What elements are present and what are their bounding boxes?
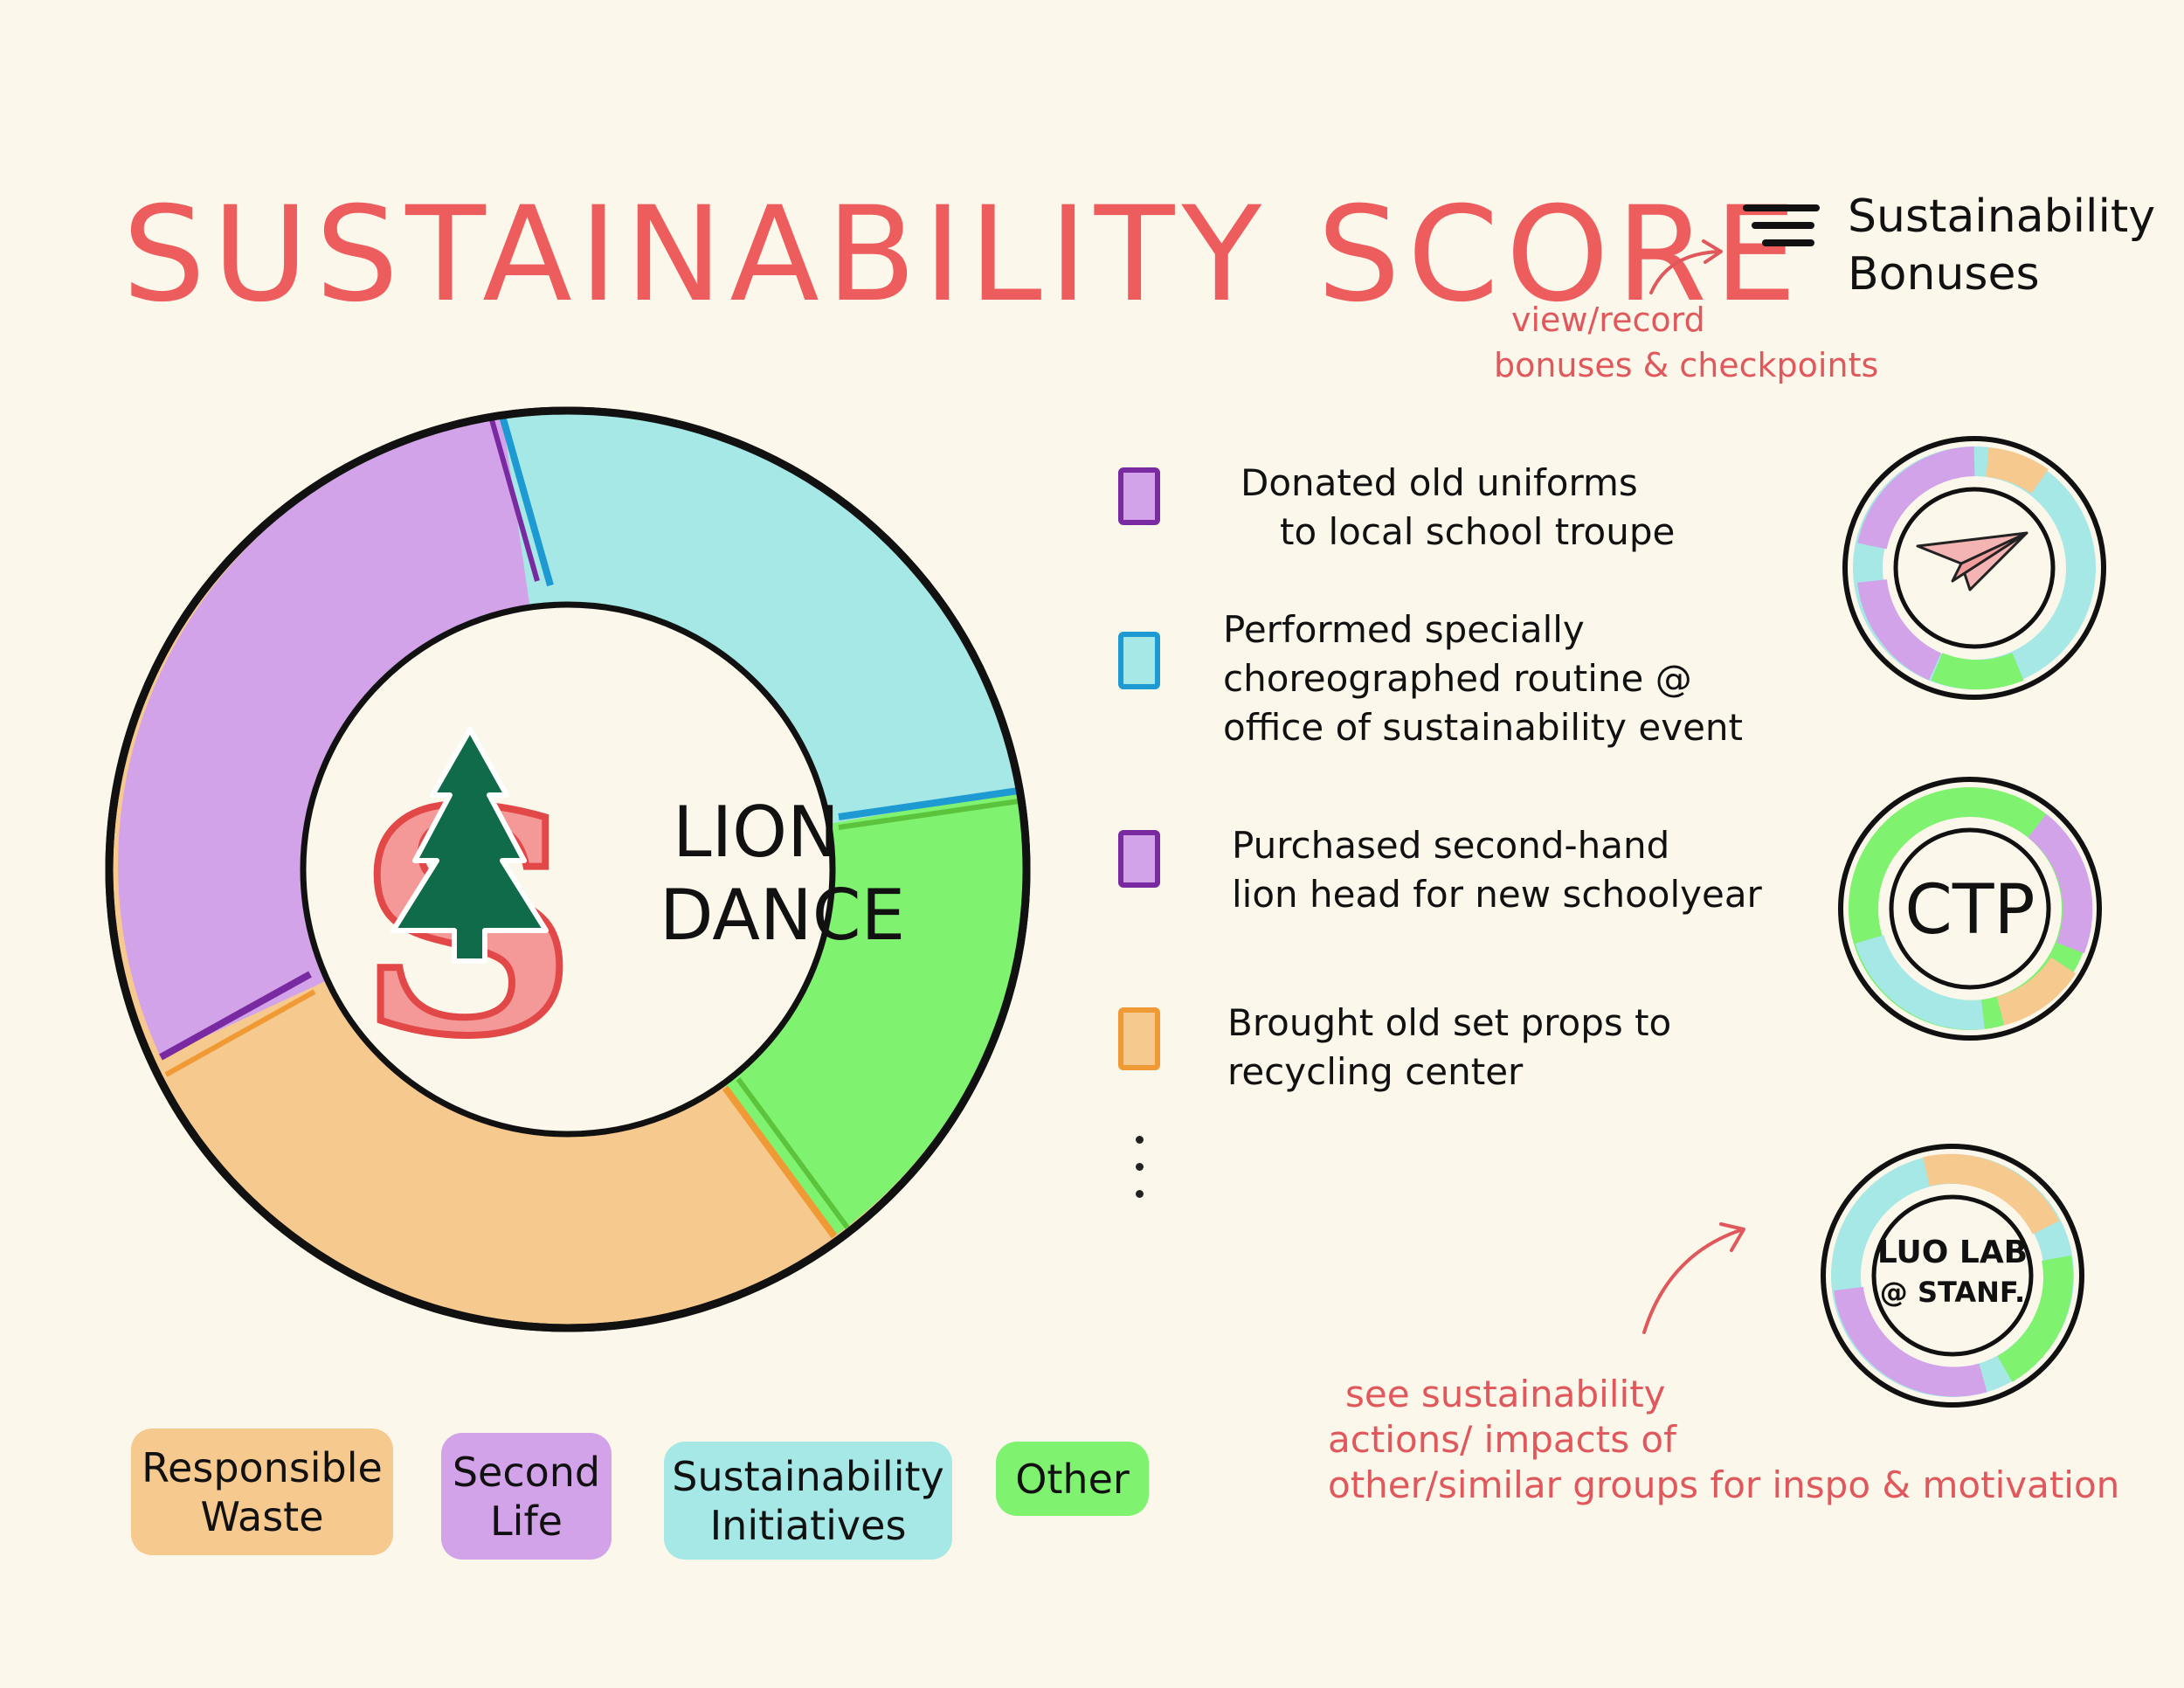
bonus-item[interactable]: Performed specially choreographed routin…: [1118, 605, 1782, 749]
groups-annotation: see sustainability actions/ impacts of o…: [1328, 1372, 2119, 1508]
stanford-logo-icon: S: [354, 727, 581, 1107]
donut-center: [300, 601, 836, 1138]
bonus-checkbox[interactable]: [1118, 467, 1160, 525]
group-paper-plane[interactable]: [1839, 432, 2110, 703]
legend-responsible-waste[interactable]: Responsible Waste: [131, 1429, 393, 1555]
bonus-checkbox[interactable]: [1118, 1007, 1160, 1070]
legend-label-line2: Life: [490, 1497, 563, 1545]
divider-line: [499, 414, 554, 587]
luo-lab-label-line1: LUO LAB: [1877, 1235, 2028, 1270]
page-title: SUSTAINABILITY SCORE: [122, 179, 1804, 331]
bonus-item[interactable]: Purchased second-hand lion head for new …: [1118, 821, 1782, 952]
legend-label-line1: Sustainability: [672, 1452, 944, 1500]
luo-lab-label-line2: @ STANF.: [1880, 1276, 2025, 1309]
legend-label-line2: Waste: [200, 1492, 324, 1540]
group-ctp[interactable]: CTP: [1835, 773, 2105, 1044]
bonus-checkbox[interactable]: [1118, 632, 1160, 689]
bonus-note-line1: view/record: [1511, 301, 1705, 339]
bonus-annotation: view/record bonuses & checkpoints: [1494, 297, 1878, 388]
divider-line: [488, 416, 540, 582]
annotation-arrow-icon: [1649, 239, 1723, 294]
groups-note-line2: actions/ impacts of: [1328, 1418, 1676, 1461]
bonus-item-line2: to local school troupe: [1280, 510, 1676, 553]
center-label-line2: DANCE: [660, 875, 905, 956]
bonus-item-line2: lion head for new schoolyear: [1232, 873, 1762, 916]
sustainability-bonuses-label[interactable]: Sustainability Bonuses: [1848, 188, 2155, 303]
bonus-item-line3: office of sustainability event: [1223, 706, 1743, 749]
ctp-label: CTP: [1904, 871, 2035, 950]
bonus-checkbox[interactable]: [1118, 830, 1160, 888]
bonus-item-line1: Donated old uniforms: [1241, 461, 1638, 504]
bonus-item-line1: Performed specially: [1223, 608, 1585, 651]
bonus-item[interactable]: Donated old uniforms to local school tro…: [1118, 459, 1782, 590]
bonus-item-line2: choreographed routine @: [1223, 657, 1692, 700]
sustainability-donut[interactable]: S LION DANCE: [96, 398, 1040, 1341]
center-label-line1: LION: [673, 792, 840, 873]
divider-line: [722, 1085, 838, 1239]
divider-line: [164, 989, 316, 1077]
groups-note-line3: other/similar groups for inspo & motivat…: [1328, 1463, 2120, 1506]
divider-line: [838, 799, 1019, 830]
bonuses-label-line1: Sustainability: [1848, 190, 2156, 243]
annotation-arrow-icon: [1642, 1222, 1745, 1334]
legend-label-line1: Responsible: [142, 1443, 383, 1491]
legend-label-line1: Other: [1015, 1455, 1130, 1503]
divider-line: [736, 1077, 850, 1229]
donut-outline: [105, 406, 1031, 1332]
bonus-item-line1: Purchased second-hand: [1232, 824, 1670, 867]
bonus-note-line2: bonuses & checkpoints: [1494, 346, 1879, 384]
group-luo-lab[interactable]: LUO LAB @ STANF.: [1817, 1140, 2088, 1411]
bonus-item[interactable]: Brought old set props to recycling cente…: [1118, 999, 1782, 1130]
bonus-item-line2: recycling center: [1227, 1050, 1524, 1093]
divider-line: [838, 787, 1019, 820]
bonuses-label-line2: Bonuses: [1848, 248, 2040, 301]
paper-plane-icon: [1916, 531, 2028, 591]
legend-label-line2: Initiatives: [709, 1501, 907, 1549]
legend-sustainability-initiatives[interactable]: Sustainability Initiatives: [664, 1442, 952, 1560]
more-items-ellipsis-icon: [1136, 1136, 1153, 1217]
legend-second-life[interactable]: Second Life: [441, 1433, 612, 1560]
groups-note-line1: see sustainability: [1345, 1373, 1666, 1415]
divider-line: [159, 971, 312, 1061]
legend-label-line1: Second: [452, 1448, 601, 1496]
legend-other[interactable]: Other: [996, 1442, 1149, 1516]
bonuses-menu-icon[interactable]: [1743, 201, 1821, 253]
bonus-item-line1: Brought old set props to: [1227, 1001, 1672, 1044]
